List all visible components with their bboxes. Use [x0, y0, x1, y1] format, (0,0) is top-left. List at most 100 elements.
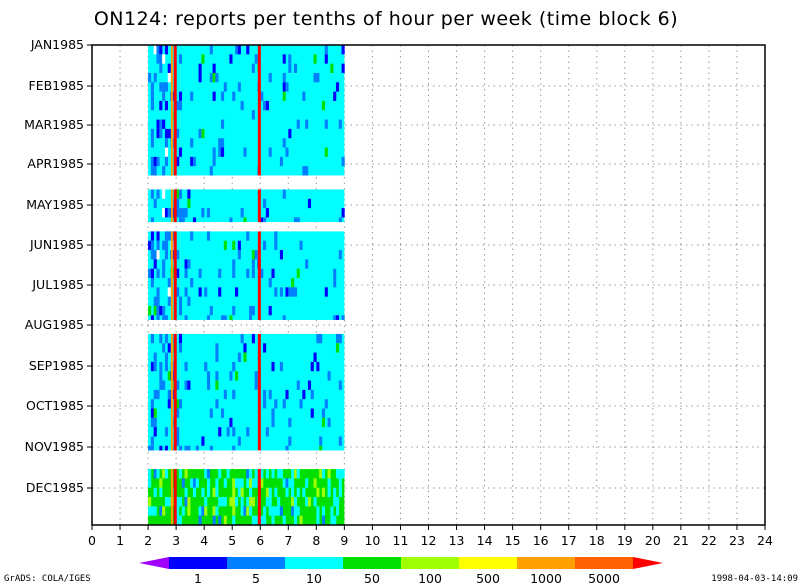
heatmap-cell: [246, 497, 250, 507]
heatmap-cell: [192, 156, 197, 167]
heatmap-cell: [176, 128, 180, 139]
heatmap-cell: [192, 487, 197, 498]
heatmap-cell: [223, 497, 227, 507]
heatmap-cell: [265, 487, 269, 498]
heatmap-cell: [153, 427, 157, 437]
heatmap-cell: [159, 63, 163, 73]
x-tick-label: 8: [312, 533, 320, 548]
heatmap-cell: [150, 315, 154, 320]
heatmap-cell: [335, 469, 340, 479]
heatmap-cell: [268, 147, 272, 157]
heatmap-cell: [279, 361, 283, 372]
heatmap-cell: [159, 100, 163, 111]
heatmap-cell: [192, 217, 197, 223]
y-tick-label: JAN1985: [30, 37, 84, 52]
heatmap-cell: [190, 278, 194, 288]
heatmap-cell: [209, 408, 213, 418]
heatmap-cell: [218, 427, 222, 437]
heatmap-cell: [164, 333, 169, 344]
heatmap-cell: [212, 515, 216, 525]
heatmap-cell: [184, 315, 188, 320]
heatmap-cell: [271, 506, 275, 516]
heatmap-cell: [187, 497, 191, 507]
heatmap-cell: [164, 361, 169, 372]
heatmap-cell: [240, 487, 244, 498]
heatmap-cell: [164, 138, 169, 148]
heatmap-cell: [215, 371, 219, 381]
heatmap-cell: [218, 268, 222, 279]
heatmap-cell: [164, 445, 169, 451]
x-tick-label: 2: [144, 533, 152, 548]
heatmap-cell: [156, 469, 160, 479]
heatmap-cell: [195, 478, 199, 488]
colorbar-segment: [343, 557, 401, 569]
heatmap-cell: [293, 287, 298, 297]
heatmap-cell: [271, 469, 275, 479]
heatmap-cell: [150, 166, 154, 176]
heatmap-cell: [263, 100, 267, 111]
heatmap-cell: [279, 156, 283, 167]
heatmap-cell: [232, 305, 236, 316]
colorbar-label: 5: [252, 571, 260, 585]
heatmap-cell: [324, 45, 328, 55]
heatmap-cell: [201, 208, 205, 218]
heatmap-cell: [302, 389, 306, 400]
heatmap-cell: [178, 343, 183, 353]
heatmap-cell: [279, 287, 283, 297]
heatmap-cell: [246, 268, 250, 279]
heatmap-cell: [198, 287, 202, 297]
heatmap-cell: [333, 487, 337, 498]
colorbar-segment: [575, 557, 633, 569]
heatmap-cell: [209, 72, 213, 83]
heatmap-cell: [319, 469, 323, 479]
heatmap-cell: [249, 497, 253, 507]
heatmap-cell: [176, 287, 180, 297]
heatmap-cell: [215, 72, 219, 83]
vertical-band: [173, 469, 177, 525]
heatmap-cell: [240, 506, 244, 516]
heatmap-cell: [159, 82, 163, 92]
heatmap-cell: [274, 231, 278, 241]
heatmap-cell: [187, 380, 191, 390]
vertical-band: [173, 333, 177, 451]
heatmap-cell: [164, 427, 169, 437]
heatmap-cell: [333, 91, 337, 101]
heatmap-cell: [299, 399, 303, 409]
heatmap-cell: [232, 91, 236, 101]
heatmap-cell: [206, 315, 211, 320]
heatmap-cell: [184, 469, 188, 479]
heatmap-cell: [296, 119, 300, 129]
heatmap-cell: [153, 45, 157, 55]
heatmap-cell: [263, 198, 267, 209]
y-tick-label: NOV1985: [25, 439, 84, 454]
heatmap-cell: [291, 287, 295, 297]
heatmap-cell: [268, 487, 272, 498]
heatmap-cell: [249, 478, 253, 488]
heatmap-cell: [162, 305, 166, 316]
heatmap-cell: [178, 497, 183, 507]
heatmap-cell: [209, 305, 213, 316]
y-tick-label: MAY1985: [26, 197, 84, 212]
heatmap-cell: [220, 315, 225, 320]
heatmap-cell: [206, 231, 211, 241]
heatmap-cell: [330, 506, 334, 516]
heatmap-cell: [285, 82, 289, 92]
heatmap-cell: [282, 478, 286, 488]
heatmap-cell: [254, 250, 258, 260]
heatmap-cell: [305, 478, 309, 488]
heatmap-cell: [237, 240, 241, 251]
heatmap-cell: [254, 515, 258, 525]
heatmap-cell: [198, 506, 202, 516]
heatmap-cell: [316, 487, 320, 498]
heatmap-cell: [150, 138, 154, 148]
heatmap-cell: [176, 208, 180, 218]
heatmap-cell: [235, 478, 239, 488]
heatmap-cell: [167, 389, 171, 400]
heatmap-cell: [251, 478, 255, 488]
heatmap-cell: [218, 147, 222, 157]
heatmap-cell: [167, 208, 171, 218]
heatmap-cell: [148, 469, 152, 479]
x-tick-label: 5: [228, 533, 236, 548]
colorbar-arrow-left: [139, 557, 169, 569]
heatmap-cell: [153, 72, 157, 83]
